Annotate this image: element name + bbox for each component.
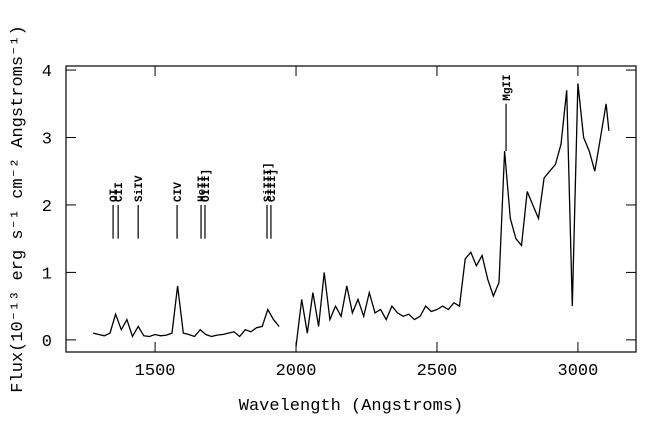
annotation-label: SiIII] [263,162,275,202]
y-tick-label: 1 [42,265,52,284]
x-axis-label: Wavelength (Angstroms) [239,397,463,416]
spectrum-line [92,83,610,347]
y-axis-label: Flux(10⁻¹³ erg s⁻¹ cm⁻² Angstroms⁻¹) [9,25,28,392]
y-tick-label: 3 [42,131,52,150]
y-tick-label: 2 [42,198,52,217]
annotation-label: MgII [502,74,514,100]
annotation-label: SiIV [134,175,146,202]
x-tick-label: 1500 [135,362,176,381]
y-tick-label: 0 [42,333,52,352]
x-tick-label: 3000 [558,362,599,381]
annotation-label: CII [114,182,126,202]
y-tick-label: 4 [42,63,52,82]
x-tick-label: 2000 [276,362,317,381]
plot-frame [65,65,637,353]
annotation-label: OI [109,189,121,202]
x-tick-label: 2500 [417,362,458,381]
annotation-label: CIV [173,182,185,202]
annotation-label: HeII [197,176,209,202]
annotation-label: CIII] [267,169,279,202]
annotation-label: OIII] [201,169,213,202]
